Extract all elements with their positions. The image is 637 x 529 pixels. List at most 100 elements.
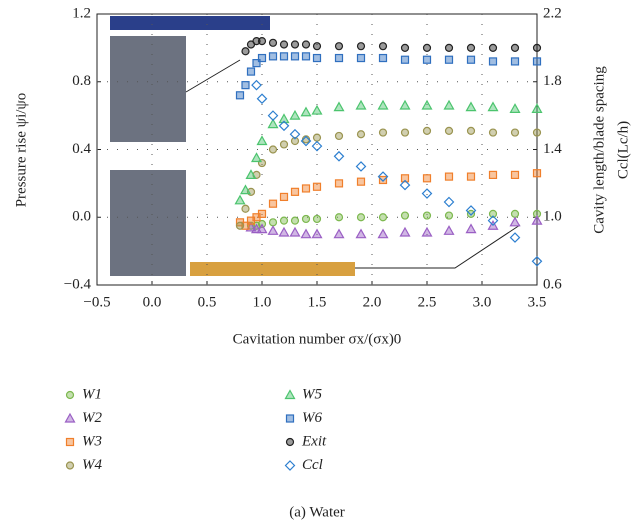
data-point [356,53,366,63]
x-tick-label: 3.0 [473,294,492,310]
data-point [509,216,521,227]
data-point [465,101,477,112]
legend-label: W1 [82,386,102,402]
data-point [488,43,498,52]
data-point [443,225,455,235]
y-tick-label: 0.0 [72,209,91,225]
data-point [532,209,542,218]
data-point [465,205,477,216]
data-point [466,43,476,52]
data-point [289,128,301,140]
data-point [465,223,477,234]
data-point [488,128,498,137]
data-point [251,79,262,91]
strip-top [110,16,270,30]
data-point [267,225,279,235]
x-tick-label: 2.5 [418,294,437,310]
data-point [290,136,300,146]
data-point [278,120,290,132]
data-point [311,228,323,239]
legend-label: W6 [302,410,322,426]
data-point [257,209,267,218]
data-point [300,106,312,117]
legend-marker [285,437,295,447]
data-point [488,170,498,180]
data-point [531,103,543,113]
legend-marker [284,460,296,471]
data-point [268,145,278,154]
data-point [444,55,454,64]
legend-label: W4 [82,457,102,473]
data-point [250,152,263,163]
data-point [256,93,268,105]
data-point [290,187,300,196]
data-point [278,113,290,124]
data-point [290,52,300,61]
data-point [268,218,278,227]
data-point [267,110,279,121]
data-point [422,211,432,220]
data-point [241,47,250,56]
y2-tick-label: 1.8 [543,73,562,89]
x-tick-label: 1.0 [253,294,272,310]
data-point [399,99,411,110]
data-point [532,128,542,137]
data-point [356,42,366,51]
data-point [312,53,322,63]
data-point [466,172,476,181]
y2-axis-label: Ccl(Lc/h) [615,121,631,179]
data-point [355,161,367,172]
legend-marker [285,414,295,423]
data-point [333,150,345,162]
data-point [510,43,520,52]
data-point [356,177,366,186]
data-point [378,213,388,222]
data-point [241,81,250,90]
data-point [487,215,499,226]
data-point [268,38,278,47]
data-point [443,99,455,110]
legend-marker [284,389,296,400]
data-point [334,213,344,222]
data-point [356,213,366,222]
data-point [333,228,345,239]
data-point [356,130,366,139]
data-point [444,211,454,220]
data-point [246,67,256,76]
data-point [400,128,410,137]
data-point [257,36,267,46]
data-point [289,226,301,237]
x-tick-label: 1.5 [308,294,327,310]
y-tick-label: 0.4 [72,141,91,157]
data-point [300,228,312,239]
data-point [235,221,245,230]
data-point [422,43,432,52]
data-point [334,42,344,51]
x-tick-label: 2.0 [363,294,382,310]
data-point [510,57,520,66]
legend-marker [64,412,76,423]
data-point [400,174,410,183]
data-point [290,216,300,225]
data-point [422,55,432,64]
data-point [289,109,301,120]
data-point [334,53,344,63]
data-point [312,214,322,224]
data-point [421,226,433,237]
data-point [378,128,388,137]
data-point [466,209,476,218]
data-point [256,223,268,234]
x-tick-label: −0.5 [83,294,110,310]
data-point [301,40,311,49]
data-point [422,174,432,183]
data-point [421,99,433,110]
x-tick-label: 0.0 [143,294,162,310]
data-point [312,182,322,191]
legend-marker [65,437,75,447]
data-point [333,101,345,112]
data-point [300,135,312,147]
data-point [378,175,388,185]
x-tick-label: 3.5 [528,294,547,310]
legend-marker [65,461,75,470]
